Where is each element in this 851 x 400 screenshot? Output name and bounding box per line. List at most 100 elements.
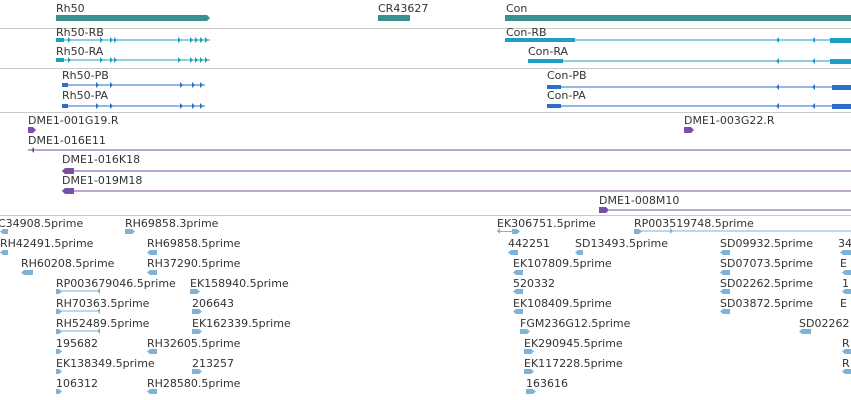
strand-arrow[interactable] — [100, 37, 103, 43]
est-label[interactable]: E — [840, 257, 847, 270]
bac-label[interactable]: DME1-003G22.R — [684, 114, 775, 127]
strand-arrow[interactable] — [96, 82, 99, 88]
strand-arrow[interactable] — [205, 37, 208, 43]
strand-arrow[interactable] — [110, 37, 113, 43]
est-label[interactable]: SD13493.5prime — [575, 237, 668, 250]
est-glyph[interactable] — [799, 329, 811, 334]
est-label[interactable]: C34908.5prime — [0, 217, 84, 230]
est-glyph[interactable] — [192, 309, 202, 314]
strand-arrow[interactable] — [195, 57, 198, 63]
transcript-label[interactable]: Rh50-RA — [56, 45, 104, 58]
strand-arrow[interactable] — [180, 103, 183, 109]
est-label[interactable]: EK117228.5prime — [524, 357, 623, 370]
strand-arrow[interactable] — [776, 103, 779, 109]
strand-arrow[interactable] — [200, 103, 203, 109]
exon-glyph[interactable] — [62, 83, 68, 87]
est-glyph[interactable] — [192, 369, 202, 374]
est-glyph[interactable] — [524, 369, 534, 374]
bac-glyph[interactable] — [28, 127, 36, 133]
strand-arrow[interactable] — [497, 228, 500, 234]
bac-label[interactable]: DME1-008M10 — [599, 194, 680, 207]
est-glyph[interactable] — [192, 329, 202, 334]
est-label[interactable]: EK306751.5prime — [497, 217, 596, 230]
exon-glyph[interactable] — [505, 38, 575, 42]
est-label[interactable]: 206643 — [192, 297, 234, 310]
protein-label[interactable]: Con-PA — [547, 89, 586, 102]
est-label[interactable]: EK138349.5prime — [56, 357, 155, 370]
strand-arrow[interactable] — [68, 57, 71, 63]
est-glyph[interactable] — [147, 250, 157, 255]
strand-arrow[interactable] — [195, 37, 198, 43]
est-glyph[interactable] — [513, 270, 523, 275]
est-glyph[interactable] — [634, 229, 642, 234]
est-label[interactable]: E — [840, 297, 847, 310]
est-label[interactable]: EK290945.5prime — [524, 337, 623, 350]
est-glyph[interactable] — [56, 389, 62, 394]
protein-label[interactable]: Rh50-PA — [62, 89, 109, 102]
bac-label[interactable]: DME1-019M18 — [62, 174, 143, 187]
gene-label[interactable]: CR43627 — [378, 2, 429, 15]
strand-arrow[interactable] — [68, 37, 71, 43]
strand-arrow[interactable] — [776, 37, 779, 43]
est-label[interactable]: R — [842, 357, 850, 370]
est-glyph[interactable] — [56, 329, 62, 334]
est-label[interactable]: 442251 — [508, 237, 550, 250]
exon-glyph[interactable] — [832, 104, 851, 109]
bac-label[interactable]: DME1-016E11 — [28, 134, 106, 147]
est-glyph[interactable] — [147, 389, 157, 394]
est-glyph[interactable] — [147, 349, 157, 354]
est-label[interactable]: 34 — [838, 237, 851, 250]
bac-glyph[interactable] — [62, 168, 74, 174]
est-glyph[interactable] — [56, 309, 62, 314]
exon-glyph[interactable] — [832, 85, 851, 90]
est-glyph[interactable] — [842, 270, 851, 275]
est-glyph[interactable] — [720, 289, 730, 294]
strand-arrow[interactable] — [114, 57, 117, 63]
est-glyph[interactable] — [513, 309, 523, 314]
strand-arrow[interactable] — [31, 147, 34, 153]
bac-glyph[interactable] — [62, 188, 74, 194]
strand-arrow[interactable] — [192, 103, 195, 109]
est-glyph[interactable] — [56, 369, 62, 374]
exon-glyph[interactable] — [830, 38, 851, 43]
est-glyph[interactable] — [524, 349, 534, 354]
exon-glyph[interactable] — [830, 59, 851, 64]
est-glyph[interactable] — [842, 349, 851, 354]
est-label[interactable]: RH69858.3prime — [125, 217, 219, 230]
est-label[interactable]: RH42491.5prime — [0, 237, 94, 250]
exon-glyph[interactable] — [547, 104, 561, 108]
bac-label[interactable]: DME1-001G19.R — [28, 114, 119, 127]
est-glyph[interactable] — [526, 389, 536, 394]
est-label[interactable]: SD03872.5prime — [720, 297, 813, 310]
gene-glyph[interactable] — [378, 15, 410, 21]
exon-glyph[interactable] — [56, 58, 64, 62]
strand-arrow[interactable] — [776, 58, 779, 64]
strand-arrow[interactable] — [97, 288, 100, 294]
est-label[interactable]: 106312 — [56, 377, 98, 390]
exon-glyph[interactable] — [56, 38, 64, 42]
gene-label[interactable]: Rh50 — [56, 2, 85, 15]
transcript-label[interactable]: Con-RA — [528, 45, 569, 58]
est-glyph[interactable] — [842, 369, 851, 374]
est-label[interactable]: 163616 — [526, 377, 568, 390]
exon-glyph[interactable] — [547, 85, 561, 89]
strand-arrow[interactable] — [200, 82, 203, 88]
strand-arrow[interactable] — [812, 58, 815, 64]
transcript-label[interactable]: Con-RB — [506, 26, 547, 39]
est-label[interactable]: RH32605.5prime — [147, 337, 241, 350]
est-glyph[interactable] — [190, 289, 200, 294]
est-label[interactable]: R — [842, 337, 850, 350]
exon-glyph[interactable] — [62, 104, 68, 108]
est-label[interactable]: EK158940.5prime — [190, 277, 289, 290]
est-label[interactable]: RP003679046.5prime — [56, 277, 176, 290]
gene-glyph[interactable] — [505, 15, 851, 21]
est-label[interactable]: 213257 — [192, 357, 234, 370]
bac-glyph[interactable] — [684, 127, 694, 133]
bac-label[interactable]: DME1-016K18 — [62, 153, 141, 166]
est-label[interactable]: FGM236G12.5prime — [520, 317, 631, 330]
strand-arrow[interactable] — [114, 37, 117, 43]
est-label[interactable]: 1 — [842, 277, 849, 290]
est-label[interactable]: SD09932.5prime — [720, 237, 813, 250]
transcript-label[interactable]: Rh50-RB — [56, 26, 104, 39]
strand-arrow[interactable] — [97, 308, 100, 314]
